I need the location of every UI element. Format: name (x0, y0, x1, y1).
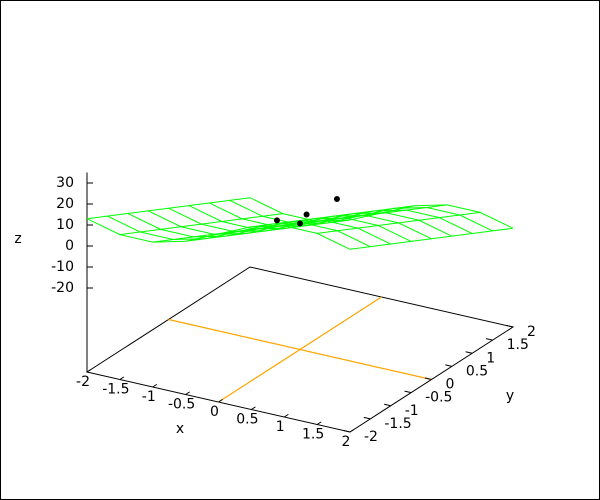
z-tick-label: 30 (56, 175, 74, 191)
y-tick-label: -1.5 (384, 416, 411, 432)
y-tick (445, 364, 452, 367)
y-tick-label: -2 (364, 429, 378, 445)
x-tick-label: 0 (210, 404, 219, 420)
x-tick-label: 0.5 (236, 412, 258, 428)
y-tick-label: 1.5 (507, 337, 529, 353)
x-tick-label: -0.5 (168, 397, 195, 413)
y-tick-label: -0.5 (425, 390, 452, 406)
mesh-column (349, 227, 514, 250)
y-tick-label: -1 (405, 403, 419, 419)
z-axis-label: z (14, 231, 21, 247)
y-tick-label: 0 (446, 377, 455, 393)
y-tick-label: 2 (527, 324, 536, 340)
y-zero-axis (168, 318, 432, 381)
z-tick-label: 10 (56, 217, 74, 233)
x-tick (152, 383, 158, 388)
y-tick (465, 351, 473, 354)
mesh-column (317, 211, 481, 234)
z-tick-label: -10 (51, 259, 74, 275)
mesh-column (251, 205, 415, 228)
x-tick-label: 1.5 (302, 427, 324, 443)
x-tick (86, 368, 92, 373)
y-tick (506, 325, 514, 328)
z-tick-label: 0 (65, 238, 74, 254)
x-tick (316, 421, 322, 425)
z-tick-label: -20 (51, 280, 74, 296)
x-tick-label: -1.5 (102, 382, 129, 398)
mesh-column (119, 213, 283, 236)
y-tick (343, 430, 351, 433)
data-point (303, 211, 310, 218)
x-axis-label: x (176, 421, 184, 437)
y-tick (384, 403, 391, 407)
x-tick (119, 376, 125, 380)
x-tick-label: 2 (342, 434, 351, 450)
x-tick (218, 398, 223, 403)
mesh-column (284, 204, 448, 227)
x-tick-label: -1 (142, 389, 156, 405)
x-tick-label: 1 (276, 419, 285, 435)
data-point (273, 217, 280, 224)
y-tick-label: 0.5 (466, 363, 488, 379)
y-tick (424, 377, 432, 380)
mesh-column (86, 197, 251, 220)
y-tick (404, 390, 412, 394)
y-tick (363, 416, 371, 420)
x-tick-label: -2 (76, 374, 90, 390)
mesh-column (185, 219, 349, 242)
data-point (297, 220, 303, 227)
x-tick (185, 391, 190, 395)
x-tick (283, 413, 289, 418)
y-tick-label: 1 (486, 350, 495, 366)
x-tick (251, 406, 256, 410)
z-tick-label: 20 (56, 196, 74, 212)
y-tick (485, 338, 493, 341)
y-axis-label: y (506, 388, 514, 404)
x-tick (349, 428, 355, 433)
data-point (333, 195, 340, 202)
